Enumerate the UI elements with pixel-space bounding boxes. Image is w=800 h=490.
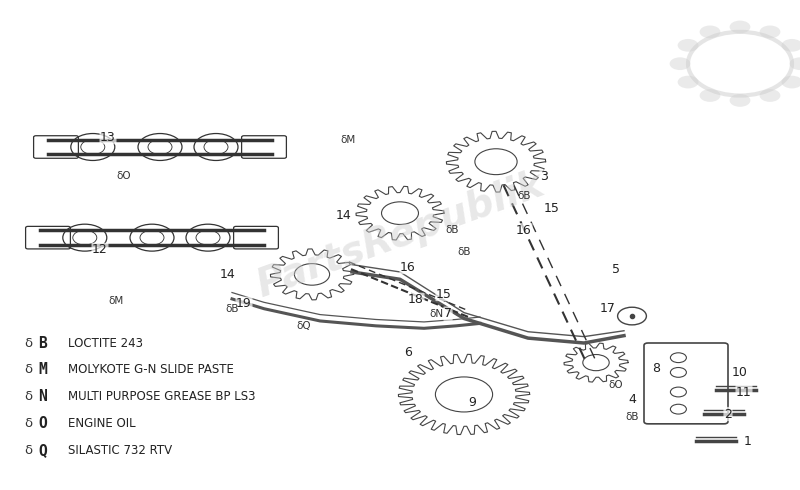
Text: 13: 13 — [100, 131, 116, 144]
Text: 10: 10 — [732, 366, 748, 379]
Text: δB: δB — [626, 413, 638, 422]
Circle shape — [782, 75, 800, 88]
Text: 17: 17 — [600, 302, 616, 315]
Text: MULTI PURPOSE GREASE BP LS3: MULTI PURPOSE GREASE BP LS3 — [68, 391, 255, 403]
Text: 14: 14 — [220, 268, 236, 281]
Text: 6: 6 — [404, 346, 412, 359]
Text: δB: δB — [518, 191, 530, 201]
Text: δB: δB — [226, 304, 238, 314]
Circle shape — [790, 57, 800, 70]
Text: 19: 19 — [236, 297, 252, 310]
Text: δB: δB — [446, 225, 458, 235]
Text: LOCTITE 243: LOCTITE 243 — [68, 337, 143, 349]
Text: 16: 16 — [400, 261, 416, 273]
Text: 15: 15 — [544, 202, 560, 215]
Text: SILASTIC 732 RTV: SILASTIC 732 RTV — [68, 444, 172, 457]
Circle shape — [699, 89, 720, 102]
Text: 5: 5 — [612, 263, 620, 276]
Text: δO: δO — [609, 380, 623, 390]
Text: δN: δN — [429, 309, 443, 318]
Text: 3: 3 — [540, 170, 548, 183]
Circle shape — [678, 39, 698, 52]
Circle shape — [730, 94, 750, 107]
Text: 4: 4 — [628, 393, 636, 406]
Text: ENGINE OIL: ENGINE OIL — [68, 417, 136, 430]
Text: Q: Q — [38, 443, 47, 458]
Text: 2: 2 — [724, 408, 732, 420]
Text: 15: 15 — [436, 288, 452, 300]
Circle shape — [699, 25, 720, 38]
Text: PartsRepublik: PartsRepublik — [251, 166, 549, 305]
Text: δM: δM — [108, 296, 124, 306]
Text: 12: 12 — [92, 244, 108, 256]
Text: δO: δO — [117, 172, 131, 181]
Text: δQ: δQ — [297, 321, 311, 331]
Text: δ: δ — [24, 444, 32, 457]
Text: 14: 14 — [336, 209, 352, 222]
Text: M: M — [38, 363, 47, 377]
Text: 9: 9 — [468, 396, 476, 409]
Text: 11: 11 — [736, 386, 752, 398]
Text: 7: 7 — [444, 307, 452, 320]
Circle shape — [782, 39, 800, 52]
Text: δ: δ — [24, 417, 32, 430]
Text: δ: δ — [24, 391, 32, 403]
Text: δM: δM — [340, 135, 356, 145]
Text: δ: δ — [24, 337, 32, 349]
Text: δ: δ — [24, 364, 32, 376]
Text: 16: 16 — [516, 224, 532, 237]
Text: O: O — [38, 416, 47, 431]
Text: 8: 8 — [652, 362, 660, 375]
Circle shape — [760, 25, 781, 38]
Text: 1: 1 — [744, 436, 752, 448]
Text: MOLYKOTE G-N SLIDE PASTE: MOLYKOTE G-N SLIDE PASTE — [68, 364, 234, 376]
Text: 18: 18 — [408, 294, 424, 306]
Text: δB: δB — [458, 247, 470, 257]
Text: N: N — [38, 390, 47, 404]
Circle shape — [670, 57, 690, 70]
Circle shape — [760, 89, 781, 102]
Circle shape — [678, 75, 698, 88]
Circle shape — [730, 21, 750, 33]
Text: B: B — [38, 336, 47, 350]
